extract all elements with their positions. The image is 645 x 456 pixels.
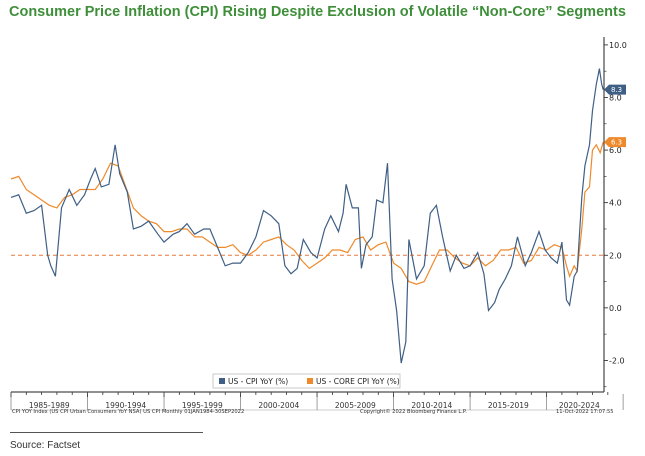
core-cpi-series-line — [10, 142, 604, 285]
legend-label-cpi: US - CPI YoY (%) — [228, 377, 288, 386]
core-last-value-badge: 6.3 — [604, 137, 626, 148]
legend-label-core: US - CORE CPI YoY (%) — [316, 377, 400, 386]
y-tick-label: 6.0 — [609, 146, 622, 155]
footer-left: CPI YOY Index (US CPI Urban Consumers Yo… — [12, 409, 244, 415]
cpi-series-line — [10, 68, 604, 364]
cpi-last-value-badge-shape — [604, 84, 626, 95]
x-period-label: 2005-2009 — [335, 401, 376, 410]
core-last-value-badge-label: 6.3 — [611, 139, 622, 147]
x-period-label: 2000-2004 — [258, 401, 299, 410]
chart: 10.0 8.0 6.0 4.0 2.0 0.0 -2.0 1985-1989 1990-19… — [10, 37, 627, 415]
source-divider — [10, 432, 203, 433]
legend-swatch-cpi — [219, 378, 225, 384]
y-tick-label: -2.0 — [609, 356, 625, 365]
legend-box — [212, 373, 401, 389]
x-period-label: 2010-2014 — [411, 401, 452, 410]
x-period-label: 1985-1989 — [29, 401, 70, 410]
legend: US - CPI YoY (%) US - CORE CPI YoY (%) — [212, 373, 401, 389]
x-period-label: 2015-2019 — [488, 401, 529, 410]
footer-center: Copyright© 2022 Bloomberg Finance L.P. — [360, 408, 467, 415]
cpi-last-value-badge-label: 8.3 — [611, 86, 622, 94]
y-tick-label: 2.0 — [609, 251, 622, 260]
x-period-label: 2020-2024 — [559, 401, 600, 410]
x-period-label: 1990-1994 — [105, 401, 146, 410]
legend-swatch-core — [307, 378, 313, 384]
y-tick-label: 10.0 — [609, 41, 627, 50]
x-period-label: 1995-1999 — [182, 401, 223, 410]
y-tick-label: 0.0 — [609, 304, 622, 313]
cpi-last-value-badge: 8.3 — [604, 84, 626, 95]
page-title: Consumer Price Inflation (CPI) Rising De… — [9, 4, 626, 20]
y-tick-label: 8.0 — [609, 93, 622, 102]
footer-right: 11-Oct-2022 17:07:55 — [556, 409, 614, 415]
y-tick-label: 4.0 — [609, 199, 622, 208]
core-last-value-badge-shape — [604, 137, 626, 148]
source-note: Source: Factset — [10, 440, 81, 451]
